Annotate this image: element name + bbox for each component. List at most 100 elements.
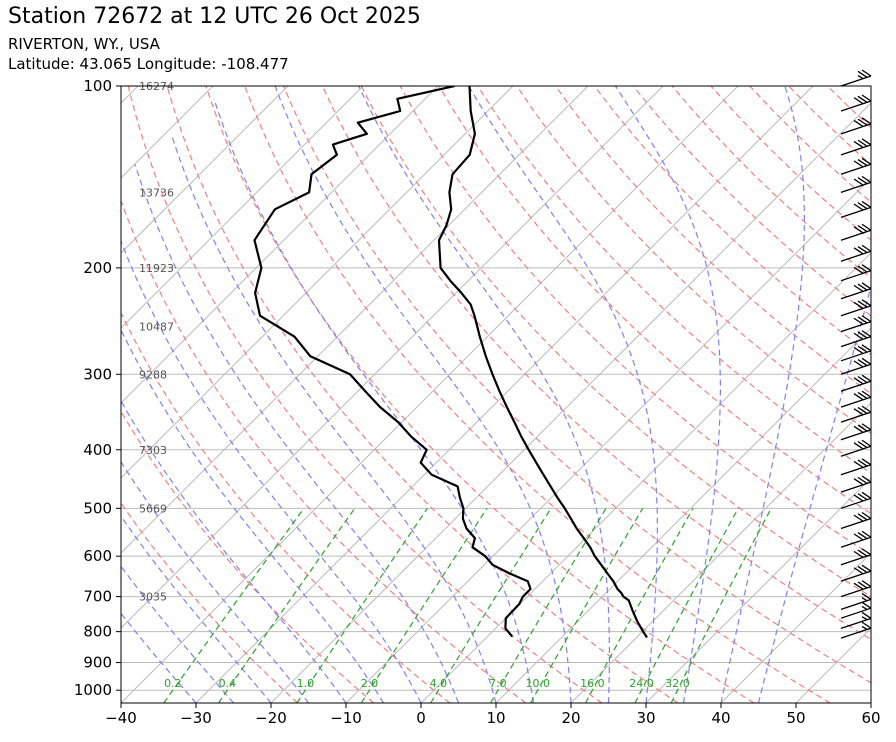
isotherm-line xyxy=(0,86,63,703)
wind-barb xyxy=(840,439,872,457)
wind-barb xyxy=(840,200,872,219)
isotherm-line xyxy=(121,86,589,554)
wind-barb xyxy=(840,475,872,493)
mixing-ratio-label: 1.0 xyxy=(297,677,315,690)
wind-barb xyxy=(840,175,872,194)
dry-adiabat xyxy=(121,198,527,703)
wind-barbs xyxy=(840,69,872,639)
wind-barb xyxy=(840,491,872,509)
dry-adiabat xyxy=(166,86,679,703)
x-tick-label: −40 xyxy=(105,709,137,727)
dry-adiabat xyxy=(516,86,871,434)
wind-barb xyxy=(840,357,872,375)
wind-barb xyxy=(840,548,872,566)
wind-barb xyxy=(840,223,872,241)
wind-barb xyxy=(840,601,872,619)
wind-barb xyxy=(840,244,872,262)
moist-adiabat xyxy=(134,164,460,703)
x-tick-label: 0 xyxy=(416,709,426,727)
sounding-profiles xyxy=(253,86,648,639)
x-tick-label: 20 xyxy=(561,709,580,727)
wind-barb xyxy=(840,299,872,317)
mixing-ratio-label: 4.0 xyxy=(430,677,448,690)
y-tick-label: 300 xyxy=(83,365,112,383)
plot-area xyxy=(121,86,871,703)
x-tick-label: 40 xyxy=(711,709,730,727)
height-label: 13736 xyxy=(139,186,174,199)
mixing-ratio-line xyxy=(585,508,694,703)
wind-barb xyxy=(840,405,872,423)
isotherm-line xyxy=(121,86,364,329)
y-tick-label: 800 xyxy=(83,623,112,641)
mixing-ratio-label: 7.0 xyxy=(489,677,507,690)
y-tick-label: 400 xyxy=(83,441,112,459)
isotherm-line xyxy=(495,327,871,703)
isotherm-line xyxy=(121,86,664,629)
wind-barb xyxy=(840,530,872,548)
mixing-ratio-label: 10.0 xyxy=(525,677,550,690)
moist-adiabat xyxy=(121,328,385,703)
dry-adiabat xyxy=(477,86,871,474)
y-tick-label: 1000 xyxy=(74,681,112,699)
wind-barb xyxy=(840,264,872,282)
wind-barb xyxy=(840,157,872,175)
y-tick-label: 500 xyxy=(83,499,112,517)
isotherm-line xyxy=(570,402,871,703)
background-lines xyxy=(0,86,871,703)
wind-barb xyxy=(840,315,872,333)
isotherm-line xyxy=(195,86,814,703)
mixing-ratio-line xyxy=(163,507,305,703)
station-location: Latitude: 43.065 Longitude: -108.477 xyxy=(8,55,289,73)
x-tick-label: −10 xyxy=(330,709,362,727)
station-name: RIVERTON, WY., USA xyxy=(8,35,160,53)
chart-title: Station 72672 at 12 UTC 26 Oct 2025 xyxy=(8,4,421,29)
height-label: 7303 xyxy=(139,444,167,457)
wind-barb xyxy=(840,344,872,362)
wind-barb xyxy=(840,621,872,639)
mixing-ratio-line xyxy=(360,507,488,703)
isotherm-line xyxy=(121,86,139,104)
x-tick-label: 30 xyxy=(636,709,655,727)
height-label: 10487 xyxy=(139,320,174,333)
y-tick-label: 600 xyxy=(83,547,112,565)
moist-adiabat xyxy=(468,86,659,703)
moist-adiabat xyxy=(757,284,871,703)
height-label: 3035 xyxy=(139,591,167,604)
moist-adiabat xyxy=(213,98,535,703)
moist-adiabat xyxy=(121,515,272,703)
dewpoint-profile xyxy=(253,86,532,638)
dry-adiabat xyxy=(205,86,755,703)
temperature-profile xyxy=(437,86,648,639)
x-tick-label: −20 xyxy=(255,709,287,727)
wind-barb xyxy=(840,138,872,156)
dry-adiabat xyxy=(283,86,871,684)
mixing-ratio-line xyxy=(296,507,428,703)
mixing-ratio-label: 0.2 xyxy=(164,677,182,690)
isotherm-line xyxy=(720,552,871,703)
x-tick-label: −30 xyxy=(180,709,212,727)
mixing-ratio-label: 16.0 xyxy=(580,677,605,690)
mixing-ratio-label: 24.0 xyxy=(629,677,654,690)
moist-adiabat xyxy=(121,239,422,703)
wind-barb xyxy=(840,282,872,300)
isotherm-line xyxy=(870,702,871,703)
wind-barb xyxy=(840,611,872,629)
wind-barb xyxy=(840,69,872,87)
y-tick-label: 200 xyxy=(83,259,112,277)
isotherm-line xyxy=(121,86,289,254)
height-label: 9288 xyxy=(139,368,167,381)
moist-adiabat xyxy=(121,460,309,703)
y-tick-label: 900 xyxy=(83,654,112,672)
y-axis: 100 200 300 400 500 600 700 800 900 1000 xyxy=(74,77,121,699)
wind-barb xyxy=(840,511,872,530)
mixing-ratio-line xyxy=(430,507,552,703)
wind-barb xyxy=(840,458,872,476)
wind-barb xyxy=(840,423,872,441)
moist-adiabat xyxy=(614,86,722,703)
dry-adiabat xyxy=(121,502,299,703)
height-label: 11923 xyxy=(139,262,174,275)
wind-barb xyxy=(840,580,872,598)
wind-barb xyxy=(840,330,872,348)
dry-adiabat xyxy=(555,86,871,395)
